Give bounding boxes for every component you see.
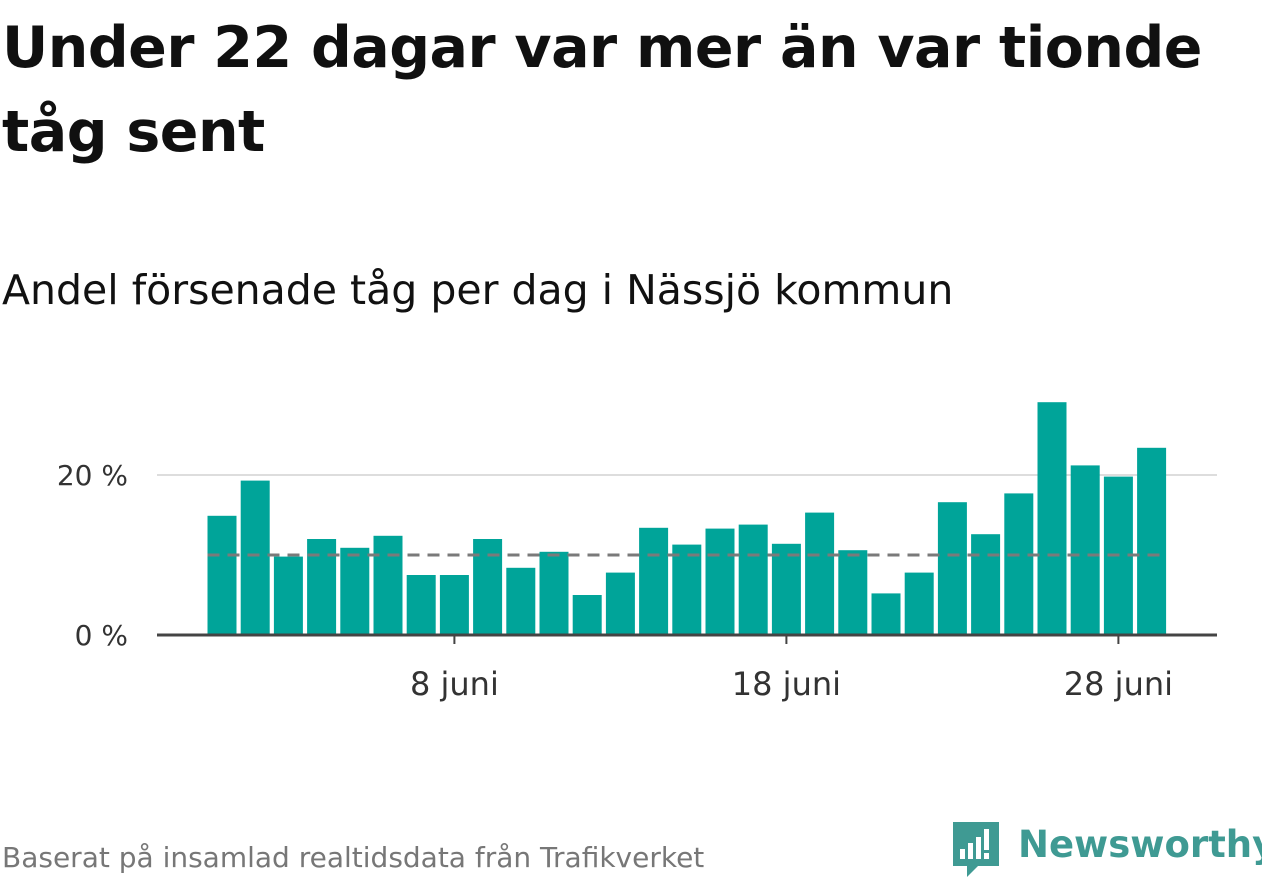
x-tick-label: 28 juni (1064, 665, 1173, 703)
newsworthy-chart-bubble-icon (953, 822, 999, 877)
bar (1070, 465, 1100, 635)
bar (705, 528, 735, 635)
y-tick-label: 0 % (75, 619, 128, 652)
bar (273, 556, 303, 635)
bar (738, 524, 768, 635)
x-tick-label: 8 juni (410, 665, 499, 703)
bar (240, 480, 270, 635)
bar-chart: 0 % 20 % 8 juni 18 juni 28 juni (0, 380, 1262, 720)
brand: Newsworthy (950, 817, 1262, 879)
bar (439, 575, 469, 635)
bar (971, 534, 1001, 635)
page-title: Under 22 dagar var mer än var tionde tåg… (2, 15, 1202, 165)
bar (406, 575, 436, 635)
source-note: Baserat på insamlad realtidsdata från Tr… (2, 841, 705, 874)
bar (506, 567, 536, 635)
bar (871, 593, 901, 635)
bar (572, 595, 602, 635)
bar (771, 543, 801, 635)
bar (639, 527, 669, 635)
bar-chart-svg: 0 % 20 % 8 juni 18 juni 28 juni (57, 402, 1217, 703)
bar (307, 539, 337, 635)
bar (672, 544, 702, 635)
x-tick-label: 18 juni (732, 665, 841, 703)
brand-name: Newsworthy (1018, 823, 1262, 866)
y-tick-label: 20 % (57, 459, 128, 492)
bar (473, 539, 503, 635)
bar (1137, 447, 1167, 635)
chart-subtitle: Andel försenade tåg per dag i Nässjö kom… (2, 266, 954, 314)
bar (340, 547, 370, 635)
bar (805, 512, 835, 635)
bar (605, 572, 635, 635)
bar (937, 502, 967, 635)
bar (1037, 402, 1067, 635)
bar (904, 572, 934, 635)
bar (1004, 493, 1034, 635)
bar (207, 515, 237, 635)
bar (539, 551, 569, 635)
bar (838, 550, 868, 635)
bar (373, 535, 403, 635)
